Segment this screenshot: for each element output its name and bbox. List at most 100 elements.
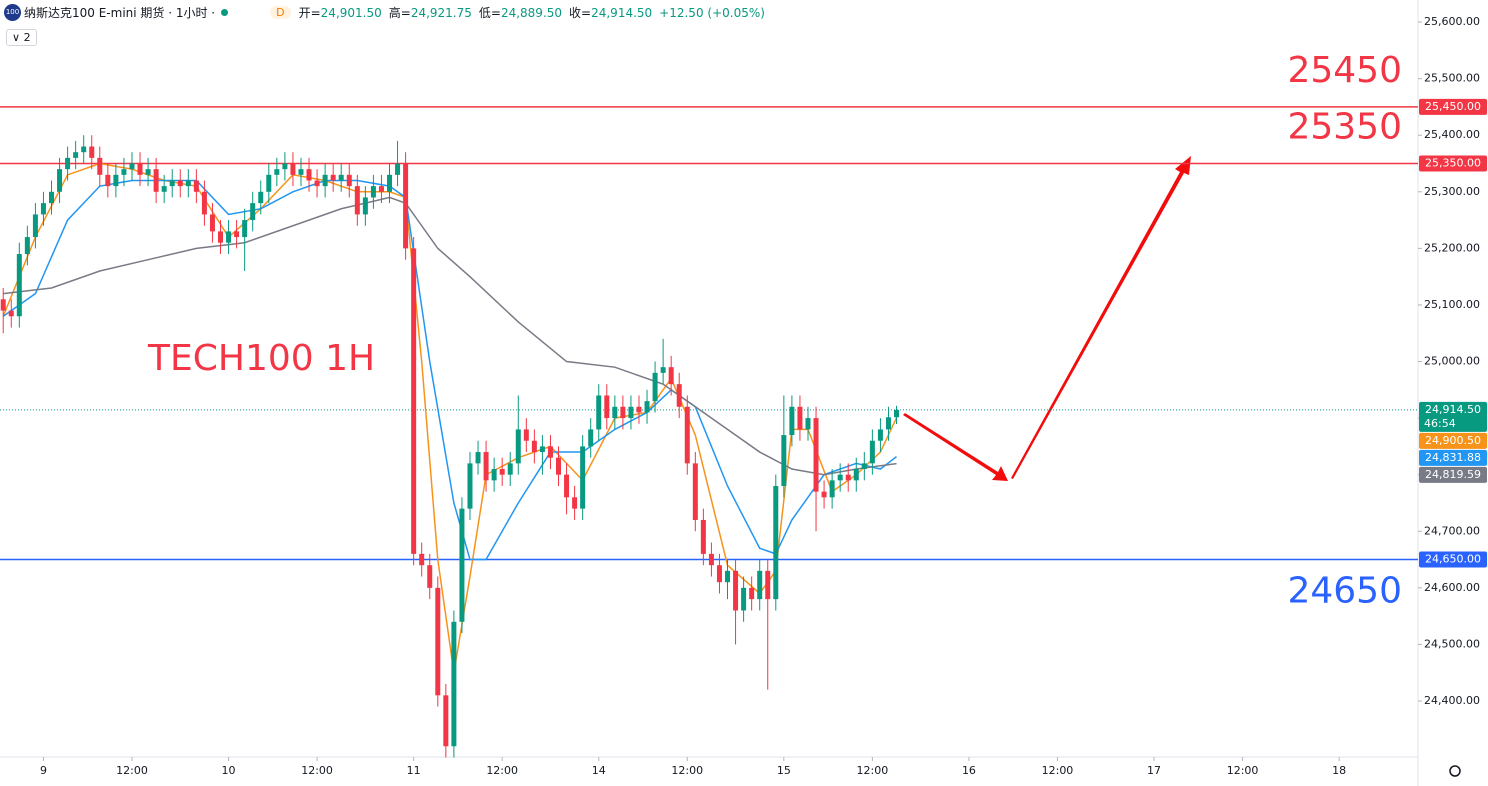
indicator-toggle[interactable]: ∨ 2	[6, 29, 37, 46]
candle-body	[837, 474, 843, 481]
y-tick-label: 25,400.00	[1424, 128, 1480, 141]
candle-body	[121, 169, 127, 175]
candle-body	[387, 174, 393, 192]
settings-icon[interactable]	[1449, 765, 1461, 777]
level-tag: 24,650.00	[1425, 553, 1481, 566]
level-tag: 25,450.00	[1425, 100, 1481, 113]
candle-body	[81, 146, 87, 153]
level-tag-box	[1419, 155, 1487, 172]
y-tick-label: 25,600.00	[1424, 15, 1480, 28]
candle-body	[499, 469, 505, 475]
candle-body	[547, 446, 553, 458]
candle-body	[885, 417, 891, 430]
change: +12.50 (+0.05%)	[659, 5, 765, 20]
header: 100 纳斯达克100 E-mini 期货 · 1小时 · D 开=24,901.50…	[4, 4, 772, 21]
x-tick-label: 15	[777, 764, 791, 777]
candle-body	[193, 180, 199, 192]
indicator-count: 2	[23, 31, 31, 44]
candle-body	[604, 395, 610, 419]
level-label: 24650	[1287, 571, 1402, 612]
candle-body	[765, 570, 771, 600]
candle-body	[298, 169, 304, 175]
candle-body	[531, 440, 537, 453]
moving-average	[2, 179, 897, 561]
price-tag-box	[1419, 466, 1487, 483]
candle-body	[612, 406, 618, 419]
candle-body	[773, 485, 779, 600]
candle-body	[894, 409, 900, 418]
arrow-down	[903, 413, 1008, 481]
candle-body	[716, 565, 722, 583]
candle-body	[169, 180, 175, 187]
x-tick-label: 16	[962, 764, 976, 777]
x-tick-label: 12:00	[857, 764, 889, 777]
candle-body	[877, 429, 883, 441]
candle-body	[620, 406, 626, 419]
candle-body	[330, 174, 336, 181]
candle-body	[588, 429, 594, 447]
y-tick-label: 24,400.00	[1424, 694, 1480, 707]
candle-body	[708, 553, 714, 566]
price-tag-box	[1419, 432, 1487, 449]
countdown: 46:54	[1424, 417, 1456, 430]
candle-body	[161, 186, 167, 192]
candle-body	[507, 463, 513, 475]
candle-body	[209, 214, 215, 232]
level-tag-box	[1419, 98, 1487, 115]
x-tick-label: 12:00	[116, 764, 148, 777]
candle-body	[733, 570, 739, 611]
candle-body	[692, 463, 698, 520]
x-tick-label: 11	[407, 764, 421, 777]
price-tag: 24,831.88	[1425, 451, 1481, 464]
y-tick-label: 25,100.00	[1424, 298, 1480, 311]
price-tag-box	[1419, 401, 1487, 432]
x-tick-label: 18	[1332, 764, 1346, 777]
y-tick-label: 24,500.00	[1424, 637, 1480, 650]
price-tag: 24,900.50	[1425, 434, 1481, 447]
candle-body	[523, 429, 529, 441]
candle-body	[40, 203, 46, 215]
candle-body	[781, 435, 787, 486]
candle-body	[821, 491, 827, 498]
candle-body	[572, 497, 578, 509]
moving-average	[3, 196, 897, 476]
ohlc-label: 收=	[569, 6, 592, 20]
candle-body	[274, 169, 280, 175]
ohlc-value: 24,921.75	[410, 5, 472, 20]
level-tag: 25,350.00	[1425, 157, 1481, 170]
candle-body	[403, 163, 409, 249]
logo: 100	[4, 4, 21, 21]
candle-body	[242, 220, 248, 238]
x-tick-label: 12:00	[486, 764, 518, 777]
candle-body	[32, 214, 38, 238]
candle-body	[362, 197, 368, 215]
y-tick-label: 24,600.00	[1424, 581, 1480, 594]
candle-body	[282, 163, 288, 170]
candle-body	[113, 174, 119, 187]
ohlc-label: 开=	[298, 6, 321, 20]
candle-body	[314, 180, 320, 187]
candle-body	[395, 163, 401, 175]
x-tick-label: 17	[1147, 764, 1161, 777]
candle-body	[813, 418, 819, 492]
candle-body	[89, 146, 95, 158]
candle-body	[660, 367, 666, 373]
candle-body	[73, 152, 79, 158]
candle-body	[16, 254, 22, 317]
candle-body	[65, 157, 71, 170]
candle-body	[789, 406, 795, 436]
level-tag-box	[1419, 551, 1487, 568]
candle-body	[515, 429, 521, 464]
arrow-up	[1011, 156, 1191, 479]
candle-body	[338, 174, 344, 181]
level-label: 25350	[1287, 107, 1402, 148]
candle-body	[427, 565, 433, 588]
candle-body	[797, 406, 803, 430]
candle-body	[145, 169, 151, 175]
candle-body	[539, 446, 545, 453]
candle-body	[201, 191, 207, 215]
candle-body	[49, 191, 55, 204]
candle-body	[805, 418, 811, 430]
ohlc-value: 24,889.50	[500, 5, 563, 20]
